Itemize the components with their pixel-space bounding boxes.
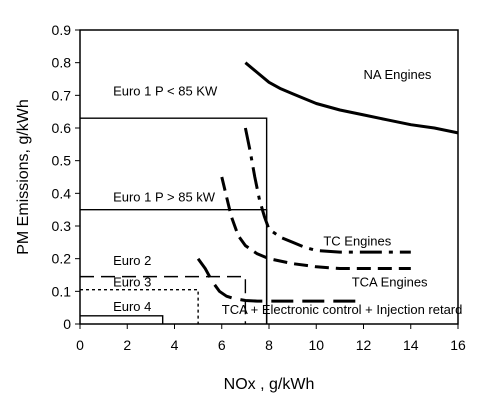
x-tick-label: 6 — [218, 337, 226, 353]
series-line — [244, 61, 459, 135]
x-tick-label: 0 — [76, 337, 84, 353]
limit-box — [80, 315, 164, 324]
x-axis-label: NOx , g/kWh — [224, 376, 315, 393]
limit-label: Euro 4 — [113, 299, 151, 314]
limit-box — [80, 275, 247, 324]
x-tick-label: 14 — [403, 337, 419, 353]
y-tick-label: 0.6 — [52, 120, 72, 136]
x-tick-label: 16 — [450, 337, 466, 353]
x-tick-label: 2 — [123, 337, 131, 353]
series-label: TCA Engines — [352, 274, 428, 289]
limit-box — [80, 117, 268, 324]
limit-label: Euro 1 P < 85 KW — [113, 83, 218, 98]
x-tick-label: 10 — [308, 337, 324, 353]
x-tick-label: 4 — [171, 337, 179, 353]
emission-limits — [80, 117, 268, 324]
y-tick-label: 0.1 — [52, 283, 72, 299]
series-label: NA Engines — [364, 67, 432, 82]
limit-label: Euro 2 — [113, 253, 151, 268]
x-tick-label: 8 — [265, 337, 273, 353]
y-axis: 0 0.1 0.2 0.3 0.4 0.5 0.6 0.7 0.8 0.9 — [52, 22, 80, 332]
series-line — [220, 176, 411, 270]
series-line — [196, 257, 364, 303]
y-tick-label: 0.7 — [52, 87, 72, 103]
y-tick-label: 0 — [63, 316, 71, 332]
engine-curves — [196, 61, 459, 303]
annotation-label: TCA + Electronic control + Injection ret… — [222, 302, 463, 317]
y-tick-label: 0.8 — [52, 55, 72, 71]
y-tick-label: 0.9 — [52, 22, 72, 38]
limit-label: Euro 1 P > 85 kW — [113, 190, 216, 205]
y-tick-label: 0.5 — [52, 153, 72, 169]
limit-label: Euro 3 — [113, 274, 151, 289]
limit-box — [80, 289, 199, 324]
y-tick-label: 0.2 — [52, 251, 72, 267]
series-label: TC Engines — [323, 234, 391, 249]
chart-labels: Euro 1 P < 85 KW Euro 1 P > 85 kW Euro 2 Eu… — [113, 67, 462, 317]
x-axis: 0 2 4 6 8 10 12 14 16 — [76, 324, 466, 353]
x-tick-label: 12 — [356, 337, 372, 353]
y-tick-label: 0.4 — [52, 185, 72, 201]
limit-box — [80, 208, 268, 324]
series-line — [243, 127, 411, 254]
y-tick-label: 0.3 — [52, 218, 72, 234]
y-axis-label: PM Emissions, g/kWh — [15, 99, 32, 255]
